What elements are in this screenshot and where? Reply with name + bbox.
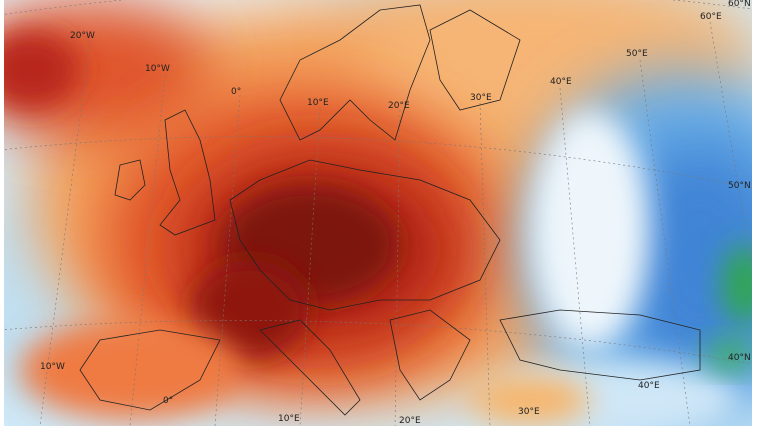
grid-label: 0° (231, 87, 241, 97)
grid-label: 30°E (470, 93, 492, 103)
grid-label: 0° (163, 396, 173, 406)
grid-label: 60°E (700, 12, 722, 22)
grid-label: 50°N (728, 181, 751, 191)
grid-label: 10°W (145, 64, 170, 74)
grid-label: 40°E (638, 381, 660, 391)
grid-label: 10°E (307, 98, 329, 108)
grid-label: 20°E (388, 101, 410, 111)
grid-label: 60°N (728, 0, 751, 9)
grid-label: 50°E (626, 49, 648, 59)
grid-label: 10°W (40, 362, 65, 372)
grid-labels: 20°W 10°W 0° 10°E 20°E 30°E 40°E 50°E 60°E 60°N 50… (40, 0, 751, 426)
grid-label: 20°E (399, 416, 421, 426)
grid-label: 40°E (550, 77, 572, 87)
grid-label: 40°N (728, 353, 751, 363)
grid-label: 10°E (278, 414, 300, 424)
grid-label: 20°W (70, 31, 95, 41)
grid-label: 30°E (518, 407, 540, 417)
